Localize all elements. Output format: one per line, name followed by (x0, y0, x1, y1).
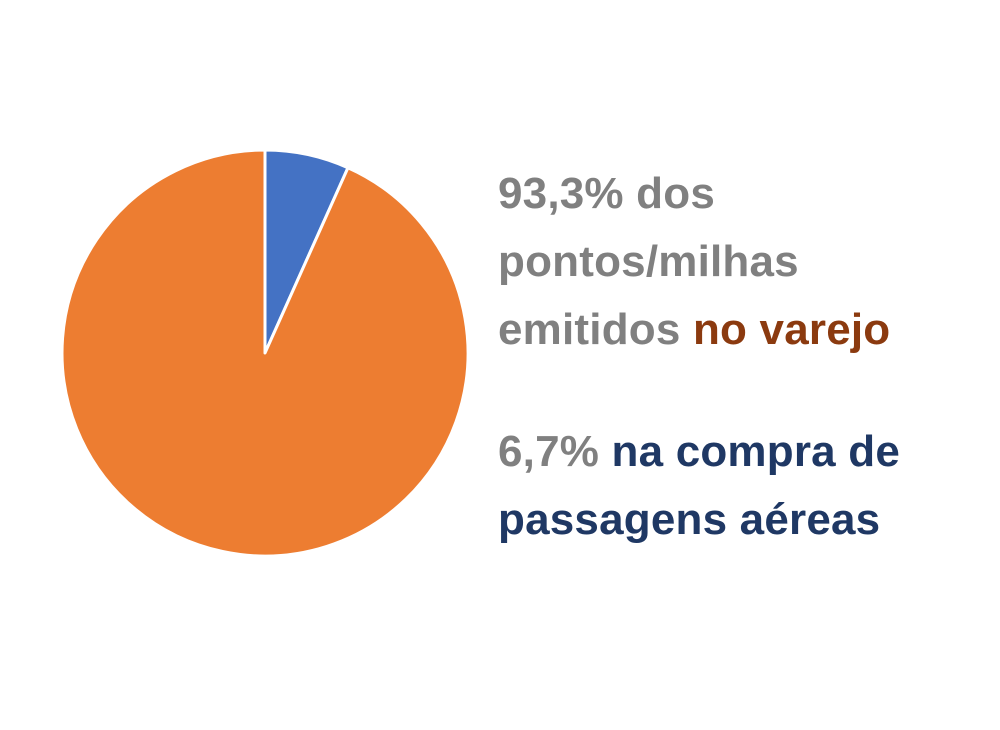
pie-slice-retail (60, 148, 470, 558)
air-label-block: 6,7% na compra de passagens aéreas (498, 418, 900, 554)
air-label-percent: 6,7% (498, 427, 612, 476)
air-label-line1: 6,7% na compra de (498, 418, 900, 486)
retail-label-line3: emitidos no varejo (498, 296, 890, 364)
retail-label-line3-prefix: emitidos (498, 305, 693, 354)
air-label-highlight: na compra de (611, 427, 901, 476)
retail-label-line2: pontos/milhas (498, 237, 799, 286)
retail-label-line1: 93,3% dos (498, 169, 716, 218)
air-label-line2: passagens aéreas (498, 495, 881, 544)
pie-chart (60, 148, 470, 558)
retail-label-block: 93,3% dos pontos/milhas emitidos no vare… (498, 160, 890, 364)
retail-label-highlight: no varejo (692, 305, 891, 354)
